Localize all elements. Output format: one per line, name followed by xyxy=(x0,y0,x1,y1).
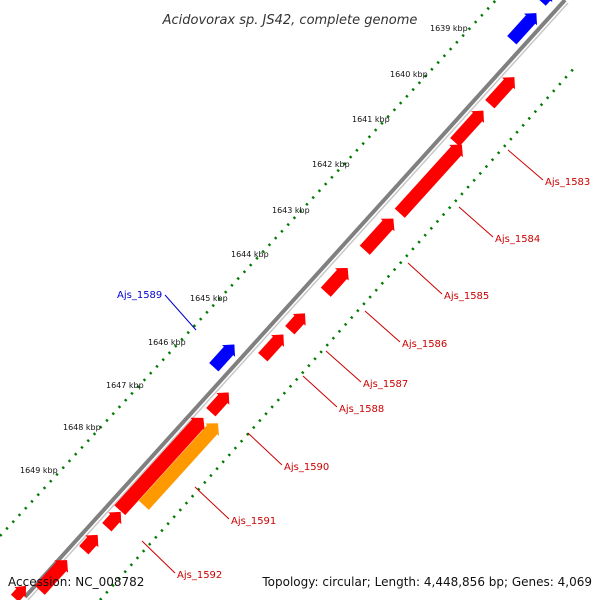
tick-label: 1645 kbp xyxy=(190,294,228,303)
gene-label: Ajs_1583 xyxy=(545,177,590,188)
tick-labels: 1639 kbp 1640 kbp 1641 kbp 1642 kbp 1643 kbp… xyxy=(20,24,468,475)
label-leader-line xyxy=(247,432,283,466)
gene-arrow-highlight xyxy=(138,423,219,510)
gene-arrow-forward xyxy=(507,13,538,45)
gene-arrow-reverse xyxy=(485,77,516,109)
tick-label: 1646 kbp xyxy=(148,338,186,347)
summary-text: Topology: circular; Length: 4,448,856 bp… xyxy=(261,575,592,589)
genome-backbone-shadow xyxy=(27,2,569,600)
gene-label: Ajs_1592 xyxy=(177,570,222,581)
gene-arrow-reverse xyxy=(285,313,306,335)
tick-label: 1640 kbp xyxy=(390,70,428,79)
tick-label: 1643 kbp xyxy=(272,206,310,215)
gene-arrow-reverse xyxy=(320,267,349,297)
tick-label: 1641 kbp xyxy=(352,115,390,124)
gene-label: Ajs_1586 xyxy=(402,339,447,350)
gene-arrows xyxy=(10,0,553,600)
gene-arrow-reverse xyxy=(359,218,395,255)
gene-label: Ajs_1584 xyxy=(495,234,540,245)
gene-arrow-reverse xyxy=(34,560,69,595)
gene-label: Ajs_1587 xyxy=(363,379,408,390)
gene-arrow-reverse xyxy=(114,417,205,516)
gene-arrow-reverse xyxy=(79,534,99,555)
tick-label: 1639 kbp xyxy=(430,24,468,33)
tick-label: 1648 kbp xyxy=(63,423,101,432)
label-leader-line xyxy=(302,375,338,408)
label-leader-line xyxy=(507,149,544,181)
label-leader-line xyxy=(141,540,176,574)
tick-label: 1649 kbp xyxy=(20,466,58,475)
tick-dot-tracks xyxy=(0,0,577,600)
gene-arrow-forward xyxy=(539,0,553,6)
gene-label: Ajs_1585 xyxy=(444,291,489,302)
gene-label: Ajs_1588 xyxy=(339,404,384,415)
gene-arrow-forward xyxy=(209,344,236,372)
label-leaders xyxy=(141,149,544,574)
accession-text: Accession: NC_008782 xyxy=(8,575,144,589)
gene-arrow-reverse xyxy=(206,392,230,417)
map-title: Acidovorax sp. JS42, complete genome xyxy=(162,13,418,28)
tick-label: 1644 kbp xyxy=(231,250,269,259)
gene-labels: Ajs_1583 Ajs_1584 Ajs_1585 Ajs_1586 Ajs_1587… xyxy=(117,177,590,581)
label-leader-line xyxy=(194,486,230,520)
label-leader-line xyxy=(407,262,443,295)
label-leader-line xyxy=(164,294,197,331)
label-leader-line xyxy=(364,310,401,343)
inner-tick-track xyxy=(0,0,497,537)
gene-arrow-reverse xyxy=(450,110,485,147)
tick-label: 1647 kbp xyxy=(106,381,144,390)
label-leader-line xyxy=(325,350,362,383)
gene-arrow-reverse xyxy=(10,585,27,600)
genome-backbone xyxy=(23,0,567,599)
label-leader-line xyxy=(458,206,494,238)
gene-arrow-reverse xyxy=(394,144,463,218)
gene-label: Ajs_1590 xyxy=(284,462,329,473)
gene-arrow-reverse xyxy=(102,511,122,532)
gene-arrow-reverse xyxy=(258,334,285,362)
outer-tick-track xyxy=(99,65,577,600)
gene-label: Ajs_1589 xyxy=(117,290,162,301)
tick-label: 1642 kbp xyxy=(312,160,350,169)
gene-label: Ajs_1591 xyxy=(231,516,276,527)
